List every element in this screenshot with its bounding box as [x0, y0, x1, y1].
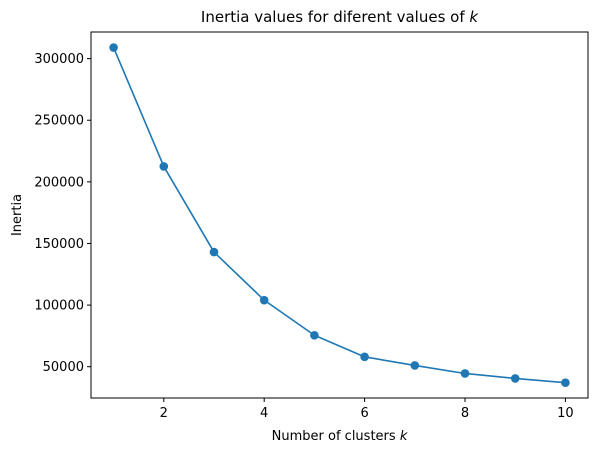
chart-title-variable: k — [469, 8, 479, 26]
data-point — [159, 162, 169, 171]
data-point — [109, 43, 118, 52]
series-line — [112, 47, 566, 384]
x-axis-label: Number of clusters k — [272, 429, 408, 444]
x-axis-label-variable: k — [400, 429, 408, 444]
data-point — [310, 330, 319, 340]
x-tick-label: 4 — [260, 406, 268, 421]
data-point — [460, 369, 470, 378]
x-axis-label-text: Number of clusters — [272, 429, 396, 444]
y-tick-label: 250000 — [34, 114, 84, 129]
data-point — [410, 361, 420, 370]
series-group — [109, 43, 570, 388]
data-point — [259, 295, 269, 305]
plot-frame — [90, 31, 589, 399]
data-point — [510, 374, 520, 383]
data-point — [561, 378, 570, 388]
chart-title-text: Inertia values for diferent values of — [201, 8, 465, 26]
x-axis-ticks: 2 4 6 8 10 — [160, 398, 574, 421]
y-tick-label: 150000 — [34, 237, 84, 252]
y-tick-label: 50000 — [43, 360, 84, 375]
y-axis-ticks: 50000 100000 150000 200000 250000 300000 — [34, 52, 91, 375]
y-axis-label: Inertia — [10, 194, 25, 236]
data-point — [360, 352, 369, 362]
chart-title: Inertia values for diferent values of k — [201, 8, 480, 26]
x-tick-label: 2 — [160, 406, 168, 421]
x-tick-label: 10 — [557, 406, 574, 421]
x-tick-label: 8 — [461, 406, 469, 421]
y-tick-label: 200000 — [34, 175, 84, 190]
y-tick-label: 300000 — [34, 52, 84, 67]
x-tick-label: 6 — [360, 406, 368, 421]
y-tick-label: 100000 — [34, 299, 84, 314]
data-point — [209, 247, 219, 257]
